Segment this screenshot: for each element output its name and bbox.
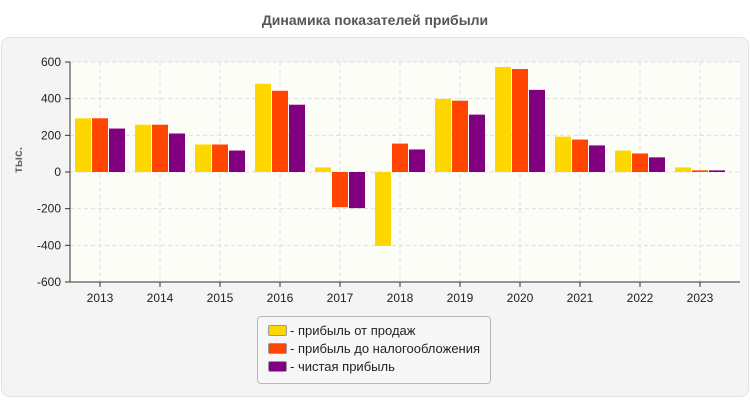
bar — [469, 114, 485, 172]
bar — [212, 144, 228, 172]
x-tick-label: 2018 — [387, 291, 414, 305]
bar — [409, 149, 425, 172]
legend-item: - чистая прибыль — [268, 359, 395, 374]
legend-swatch — [268, 343, 287, 354]
legend: - прибыль от продаж - прибыль до налогоо… — [257, 316, 491, 384]
bar — [495, 66, 511, 172]
bar — [135, 124, 151, 172]
legend-label: - прибыль от продаж — [290, 323, 416, 338]
bar — [529, 89, 545, 172]
x-tick-label: 2023 — [687, 291, 714, 305]
bar — [452, 100, 468, 172]
bar — [512, 68, 528, 172]
bar — [169, 133, 185, 172]
bar — [109, 128, 125, 172]
bar — [589, 145, 605, 172]
bar — [255, 83, 271, 172]
legend-item: - прибыль от продаж — [268, 323, 415, 338]
x-tick-label: 2013 — [87, 291, 114, 305]
bar — [692, 170, 708, 172]
bar — [315, 167, 331, 172]
bar — [572, 139, 588, 172]
y-tick-label: -200 — [37, 202, 61, 216]
legend-label: - прибыль до налогообложения — [290, 341, 481, 356]
bar — [392, 143, 408, 172]
x-tick-label: 2017 — [327, 291, 354, 305]
y-tick-label: -600 — [37, 275, 61, 289]
bar — [375, 172, 391, 246]
bar — [272, 90, 288, 172]
y-tick-label: 200 — [41, 128, 61, 142]
x-tick-label: 2020 — [507, 291, 534, 305]
bar — [332, 172, 348, 208]
bar — [615, 150, 631, 172]
legend-label: - чистая прибыль — [290, 359, 395, 374]
legend-item: - прибыль до налогообложения — [268, 341, 480, 356]
bar — [75, 118, 91, 172]
y-tick-label: 600 — [41, 55, 61, 69]
x-tick-label: 2014 — [147, 291, 174, 305]
bar — [152, 124, 168, 172]
legend-swatch — [268, 325, 287, 336]
y-tick-label: 0 — [54, 165, 61, 179]
x-tick-label: 2022 — [627, 291, 654, 305]
y-tick-label: -400 — [37, 238, 61, 252]
bar — [555, 136, 571, 172]
bar — [92, 118, 108, 172]
y-tick-label: 400 — [41, 92, 61, 106]
legend-swatch — [268, 361, 287, 372]
bar — [649, 157, 665, 172]
bar — [229, 150, 245, 172]
y-axis-label: тыс. — [11, 147, 25, 173]
bar — [675, 167, 691, 172]
x-tick-label: 2016 — [267, 291, 294, 305]
x-tick-label: 2021 — [567, 291, 594, 305]
bar — [195, 144, 211, 172]
x-tick-label: 2019 — [447, 291, 474, 305]
bar — [632, 153, 648, 172]
bar — [435, 98, 451, 172]
bar — [709, 170, 725, 172]
bar — [289, 104, 305, 172]
chart-title: Динамика показателей прибыли — [261, 12, 489, 28]
x-tick-label: 2015 — [207, 291, 234, 305]
bar — [349, 172, 365, 209]
